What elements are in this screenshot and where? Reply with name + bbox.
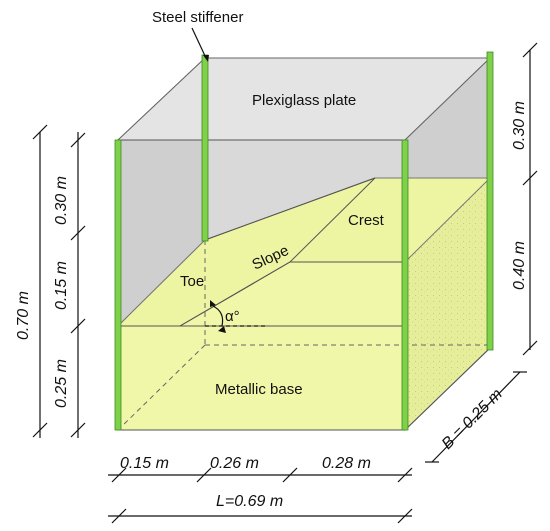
dim-len-crest: 0.28 m xyxy=(322,455,371,472)
dim-right-mid: 0.40 m xyxy=(511,241,528,290)
dim-height-base: 0.25 m xyxy=(53,359,70,408)
plexiglass-plate-label: Plexiglass plate xyxy=(252,92,356,109)
dim-height-slope: 0.15 m xyxy=(53,261,70,310)
dim-total-length: L=0.69 m xyxy=(216,493,283,510)
dim-len-toe: 0.15 m xyxy=(120,455,169,472)
stiffener-back-right xyxy=(486,51,494,351)
crest-label: Crest xyxy=(348,212,385,229)
dim-width: B = 0.25 m xyxy=(439,386,506,453)
stiffener-front-right xyxy=(401,139,409,431)
toe-label: Toe xyxy=(180,273,204,290)
stiffener-front-left xyxy=(114,139,122,431)
steel-stiffener-label: Steel stiffener xyxy=(152,9,243,26)
dim-len-slope: 0.26 m xyxy=(210,455,259,472)
metallic-base-label: Metallic base xyxy=(215,381,303,398)
stiffener-back-left xyxy=(201,54,209,242)
dim-total-height: 0.70 m xyxy=(15,291,32,340)
dim-right-top: 0.30 m xyxy=(511,101,528,150)
angle-label: α° xyxy=(225,308,240,325)
dim-height-top: 0.30 m xyxy=(53,176,70,225)
